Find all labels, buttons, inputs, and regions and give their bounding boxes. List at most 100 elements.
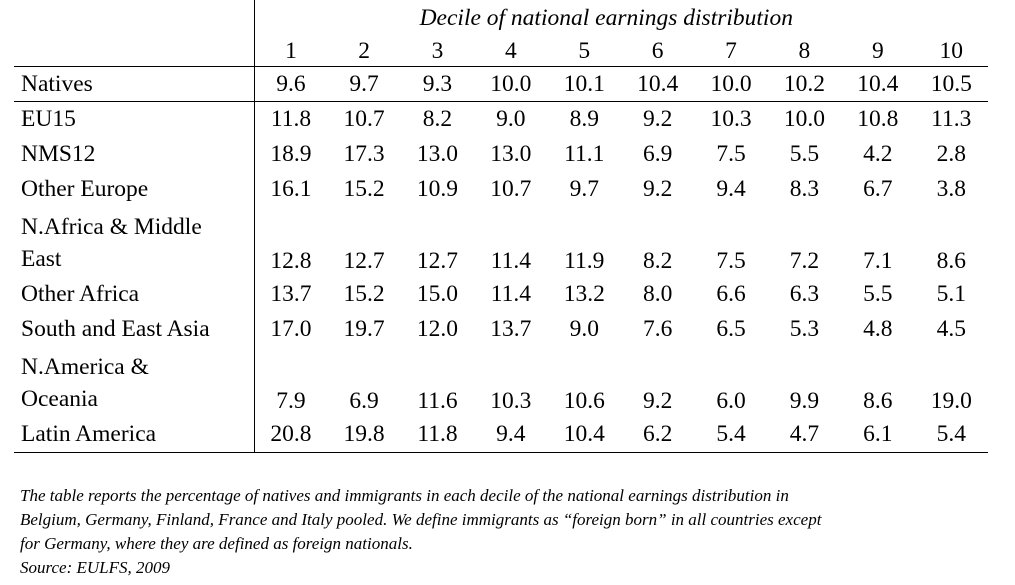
decile-header: 6 bbox=[620, 32, 695, 67]
earnings-decile-table: Decile of national earnings distribution… bbox=[14, 0, 989, 453]
table-cell: 8.2 bbox=[642, 248, 673, 274]
earnings-table-container: Decile of national earnings distribution… bbox=[14, 0, 989, 453]
table-cell: 9.7 bbox=[327, 66, 401, 102]
row-label-line: Oceania bbox=[21, 386, 98, 412]
row-label: N.Africa & Middle East bbox=[14, 207, 255, 277]
decile-header: 8 bbox=[767, 32, 842, 67]
decile-header: 9 bbox=[841, 32, 915, 67]
decile-header: 10 bbox=[914, 32, 989, 67]
table-row: N.Africa & Middle East 12.8 12.7 12.7 11.… bbox=[14, 207, 988, 277]
table-cell: 5.3 bbox=[789, 316, 820, 342]
table-cell: 12.0 bbox=[416, 316, 459, 342]
table-cell: 10.0 bbox=[783, 106, 825, 132]
row-label: EU15 bbox=[14, 101, 255, 137]
table-cell: 7.5 bbox=[716, 248, 746, 274]
table-cell: 9.0 bbox=[569, 316, 599, 342]
table-note: The table reports the percentage of nati… bbox=[20, 484, 990, 580]
table-cell: 9.2 bbox=[642, 176, 673, 202]
table-cell: 7.2 bbox=[789, 248, 820, 274]
table-cell: 5.4 bbox=[694, 417, 768, 453]
table-cell: 10.4 bbox=[841, 66, 915, 102]
table-row: South and East Asia 17.0 19.7 12.0 13.7 … bbox=[14, 312, 988, 347]
table-cell: 10.0 bbox=[694, 66, 768, 102]
table-cell: 10.2 bbox=[767, 66, 842, 102]
table-cell: 6.9 bbox=[349, 388, 379, 414]
table-cell: 10.4 bbox=[547, 417, 621, 453]
decile-header-row: 1 2 3 4 5 6 7 8 9 10 bbox=[14, 32, 989, 67]
table-cell: 19.0 bbox=[930, 388, 972, 414]
row-label: Latin America bbox=[14, 417, 255, 453]
table-cell: 6.6 bbox=[716, 281, 746, 307]
row-label: Other Europe bbox=[14, 172, 255, 207]
table-cell: 6.9 bbox=[642, 141, 673, 167]
table-cell: 17.0 bbox=[270, 316, 312, 342]
table-cell: 11.4 bbox=[490, 281, 531, 307]
table-cell: 11.6 bbox=[417, 388, 458, 414]
table-cell: 15.2 bbox=[343, 281, 385, 307]
table-cell: 10.9 bbox=[416, 176, 459, 202]
table-cell: 20.8 bbox=[254, 417, 328, 453]
table-row: Other Europe 16.1 15.2 10.9 10.7 9.7 9.2… bbox=[14, 172, 988, 207]
table-cell: 11.8 bbox=[400, 417, 475, 453]
decile-header: 5 bbox=[547, 32, 621, 67]
table-cell: 19.8 bbox=[327, 417, 401, 453]
row-label: South and East Asia bbox=[14, 312, 255, 347]
table-cell: 9.3 bbox=[400, 66, 475, 102]
table-cell: 5.4 bbox=[914, 417, 989, 453]
row-label: N.America & Oceania bbox=[14, 347, 255, 417]
table-cell: 6.3 bbox=[789, 281, 820, 307]
table-cell: 8.6 bbox=[863, 388, 893, 414]
table-cell: 4.8 bbox=[863, 316, 893, 342]
table-row: EU15 11.8 10.7 8.2 9.0 8.9 9.2 10.3 10.0… bbox=[14, 101, 988, 137]
source-line: Source: EULFS, 2009 bbox=[20, 558, 170, 577]
table-row: Latin America 20.8 19.8 11.8 9.4 10.4 6.… bbox=[14, 417, 989, 453]
table-cell: 10.3 bbox=[710, 106, 752, 132]
table-cell: 9.7 bbox=[569, 176, 599, 202]
table-cell: 13.0 bbox=[490, 141, 532, 167]
table-cell: 8.2 bbox=[422, 106, 453, 132]
row-label: NMS12 bbox=[14, 137, 255, 172]
table-cell: 18.9 bbox=[270, 141, 312, 167]
table-cell: 12.7 bbox=[416, 248, 459, 274]
table-cell: 10.6 bbox=[563, 388, 605, 414]
table-cell: 13.2 bbox=[563, 281, 605, 307]
table-row: Other Africa 13.7 15.2 15.0 11.4 13.2 8.… bbox=[14, 277, 988, 312]
table-cell: 9.0 bbox=[496, 106, 526, 132]
table-cell: 9.4 bbox=[716, 176, 746, 202]
row-label-line: N.America & bbox=[21, 354, 149, 380]
table-cell: 11.9 bbox=[564, 248, 605, 274]
decile-header: 1 bbox=[254, 32, 328, 67]
table-cell: 6.2 bbox=[620, 417, 695, 453]
row-label-line: N.Africa & Middle bbox=[21, 214, 202, 240]
table-cell: 10.3 bbox=[490, 388, 532, 414]
decile-header: 3 bbox=[400, 32, 475, 67]
table-cell: 9.2 bbox=[642, 106, 673, 132]
table-cell: 11.3 bbox=[931, 106, 972, 132]
table-cell: 10.7 bbox=[490, 176, 532, 202]
table-cell: 17.3 bbox=[343, 141, 385, 167]
table-cell: 9.4 bbox=[474, 417, 548, 453]
table-cell: 3.8 bbox=[936, 176, 966, 202]
header-corner-cell bbox=[14, 0, 255, 32]
table-cell: 6.5 bbox=[716, 316, 746, 342]
table-cell: 13.7 bbox=[490, 316, 532, 342]
table-cell: 5.5 bbox=[789, 141, 820, 167]
table-cell: 11.4 bbox=[490, 248, 531, 274]
table-title: Decile of national earnings distribution bbox=[419, 5, 793, 31]
table-cell: 15.0 bbox=[416, 281, 459, 307]
table-title-row: Decile of national earnings distribution bbox=[14, 0, 988, 32]
decile-header: 2 bbox=[327, 32, 401, 67]
row-label: Natives bbox=[14, 66, 255, 102]
note-line: for Germany, where they are defined as f… bbox=[20, 534, 413, 553]
table-cell: 8.3 bbox=[789, 176, 820, 202]
table-cell: 5.1 bbox=[936, 281, 966, 307]
table-cell: 4.5 bbox=[936, 316, 966, 342]
table-cell: 10.4 bbox=[620, 66, 695, 102]
table-cell: 12.8 bbox=[270, 248, 312, 274]
table-cell: 7.1 bbox=[863, 248, 893, 274]
table-cell: 7.9 bbox=[276, 388, 306, 414]
table-cell: 11.8 bbox=[270, 106, 312, 132]
table-cell: 4.7 bbox=[767, 417, 842, 453]
table-cell: 16.1 bbox=[270, 176, 312, 202]
row-label-line: East bbox=[21, 246, 62, 272]
